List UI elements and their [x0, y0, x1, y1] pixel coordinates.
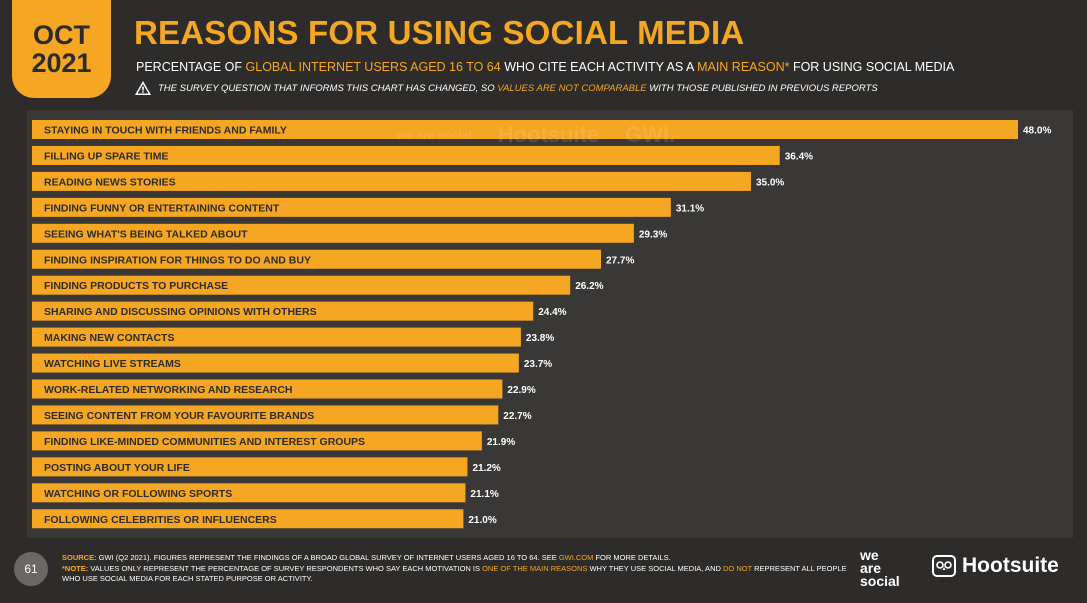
bar-12 [32, 405, 499, 425]
footnotes: SOURCE: GWI (Q2 2021). FIGURES REPRESENT… [62, 553, 852, 585]
value-label: 36.4% [785, 151, 813, 162]
source-link[interactable]: GWI.COM [558, 553, 594, 562]
category-label: READING NEWS STORIES [44, 176, 176, 188]
subtitle-part: WHO CITE EACH ACTIVITY AS A [500, 60, 698, 74]
bar-14 [32, 457, 468, 477]
bar-5 [32, 223, 634, 243]
category-label: FINDING PRODUCTS TO PURCHASE [44, 280, 228, 292]
we-are-social-logo: we are social [860, 547, 900, 589]
category-label: WATCHING LIVE STREAMS [44, 358, 181, 370]
note-highlight: ONE OF THE MAIN REASONS [482, 563, 588, 573]
watermark-wearesocial: we are social [397, 127, 472, 142]
value-label: 21.2% [472, 463, 500, 474]
value-label: 48.0% [1023, 126, 1051, 137]
survey-warning: THE SURVEY QUESTION THAT INFORMS THIS CH… [134, 80, 878, 96]
category-label: POSTING ABOUT YOUR LIFE [44, 462, 190, 474]
note-part: REPRESENT ALL PEOPLE WHO USE SOCIAL MEDI… [62, 563, 847, 584]
value-label: 31.1% [676, 203, 704, 214]
bar-3 [32, 171, 751, 191]
logo-line: social [860, 573, 900, 589]
value-label: 21.1% [470, 489, 498, 500]
category-label: SEEING WHAT'S BEING TALKED ABOUT [44, 228, 248, 240]
subtitle-highlight: MAIN REASON* [697, 60, 790, 74]
watermark: we are social Hootsuite GWI. [397, 122, 675, 148]
watermark-hootsuite: Hootsuite [497, 122, 600, 147]
value-label: 21.0% [468, 515, 496, 526]
bar-7 [32, 275, 571, 295]
hootsuite-logo: Hootsuite [932, 554, 1059, 578]
source-label: SOURCE: [62, 553, 97, 562]
subtitle-highlight: GLOBAL INTERNET USERS AGED 16 TO 64 [245, 60, 501, 74]
chart-subtitle: PERCENTAGE OF GLOBAL INTERNET USERS AGED… [136, 60, 954, 74]
note-highlight: DO NOT [722, 563, 753, 573]
note-part: VALUES ONLY REPRESENT THE PERCENTAGE OF … [88, 563, 483, 573]
value-label: 21.9% [487, 437, 515, 448]
hootsuite-wordmark: Hootsuite [962, 554, 1059, 577]
source-text: FOR MORE DETAILS. [593, 553, 671, 562]
owl-icon [932, 555, 956, 577]
subtitle-part: FOR USING SOCIAL MEDIA [789, 60, 955, 74]
source-text: GWI (Q2 2021). FIGURES REPRESENT THE FIN… [96, 553, 559, 562]
page-number: 61 [14, 552, 48, 586]
note-label: *NOTE: [62, 563, 89, 573]
value-label: 24.4% [538, 307, 566, 318]
value-label: 22.7% [503, 411, 531, 422]
category-label: SEEING CONTENT FROM YOUR FAVOURITE BRAND… [44, 410, 314, 422]
bar-8 [32, 301, 534, 321]
value-label: 22.9% [507, 385, 535, 396]
warning-part: THE SURVEY QUESTION THAT INFORMS THIS CH… [158, 82, 498, 94]
category-label: MAKING NEW CONTACTS [44, 332, 174, 344]
category-label: FILLING UP SPARE TIME [44, 150, 168, 162]
category-label: FINDING LIKE-MINDED COMMUNITIES AND INTE… [44, 436, 365, 448]
category-label: FINDING FUNNY OR ENTERTAINING CONTENT [44, 202, 280, 214]
note-part: WHY THEY USE SOCIAL MEDIA, AND [587, 563, 723, 573]
subtitle-part: PERCENTAGE OF [136, 60, 246, 74]
page-title: REASONS FOR USING SOCIAL MEDIA [134, 14, 745, 51]
warning-part: WITH THOSE PUBLISHED IN PREVIOUS REPORTS [646, 82, 878, 94]
note-text: *NOTE: VALUES ONLY REPRESENT THE PERCENT… [62, 564, 852, 585]
value-label: 29.3% [639, 229, 667, 240]
bar-9 [32, 327, 521, 347]
category-label: WATCHING OR FOLLOWING SPORTS [44, 488, 232, 500]
date-year: 2021 [31, 48, 92, 78]
date-month: OCT [33, 20, 90, 50]
warning-highlight: VALUES ARE NOT COMPARABLE [497, 82, 647, 94]
value-label: 26.2% [575, 281, 603, 292]
bar-2 [32, 145, 780, 165]
value-label: 23.8% [526, 333, 554, 344]
logo-line: are [860, 560, 882, 576]
bar-11 [32, 379, 503, 399]
bar-13 [32, 431, 482, 451]
source-note: SOURCE: GWI (Q2 2021). FIGURES REPRESENT… [62, 553, 852, 564]
bar-15 [32, 483, 466, 503]
bar-1 [32, 120, 1018, 139]
bar-10 [32, 353, 519, 373]
category-label: WORK-RELATED NETWORKING AND RESEARCH [44, 384, 293, 396]
category-label: FINDING INSPIRATION FOR THINGS TO DO AND… [44, 254, 311, 266]
bar-16 [32, 509, 464, 529]
bar-6 [32, 249, 602, 269]
value-label: 35.0% [756, 177, 784, 188]
date-badge: OCT 2021 [12, 0, 111, 98]
watermark-gwi: GWI. [625, 122, 676, 147]
value-label: 27.7% [606, 255, 634, 266]
category-label: SHARING AND DISCUSSING OPINIONS WITH OTH… [44, 306, 317, 318]
bar-4 [32, 197, 671, 217]
logo-line: we [860, 547, 879, 563]
value-label: 23.7% [524, 359, 552, 370]
warning-triangle-icon [135, 81, 151, 95]
category-label: FOLLOWING CELEBRITIES OR INFLUENCERS [44, 514, 277, 526]
category-label: STAYING IN TOUCH WITH FRIENDS AND FAMILY [44, 125, 287, 137]
